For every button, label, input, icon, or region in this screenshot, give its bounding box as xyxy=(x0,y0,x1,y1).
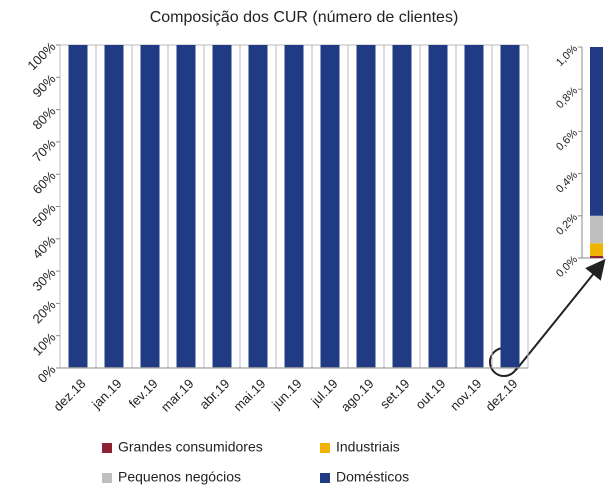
inset-bar-segment xyxy=(590,255,603,258)
x-tick-label: jun.19 xyxy=(268,376,304,412)
inset-y-tick-label: 0,0% xyxy=(554,254,580,280)
bar-segment xyxy=(104,45,124,368)
y-tick-label: 20% xyxy=(30,297,59,326)
x-tick-label: mar.19 xyxy=(158,376,197,415)
zoom-arrow xyxy=(515,258,606,371)
inset-y-tick-label: 0,4% xyxy=(554,169,580,195)
x-tick-label: fev.19 xyxy=(126,376,161,411)
bar-segment xyxy=(212,45,232,368)
legend-swatch xyxy=(320,443,330,453)
y-tick-label: 10% xyxy=(30,329,59,358)
x-tick-label: dez.19 xyxy=(482,376,520,414)
x-tick-label: abr.19 xyxy=(196,376,232,412)
x-tick-label: out.19 xyxy=(412,376,448,412)
y-tick-label: 90% xyxy=(30,71,59,100)
bar-segment xyxy=(356,45,376,368)
x-tick-label: ago.19 xyxy=(338,376,377,415)
legend-swatch xyxy=(102,443,112,453)
inset-y-tick-label: 0,6% xyxy=(554,127,580,153)
y-tick-label: 40% xyxy=(30,232,59,261)
legend-swatch xyxy=(320,473,330,483)
legend-label: Domésticos xyxy=(336,469,409,485)
y-tick-label: 70% xyxy=(30,136,59,165)
x-tick-label: jul.19 xyxy=(307,376,340,409)
inset-y-tick-label: 0,2% xyxy=(554,211,580,237)
x-tick-label: mai.19 xyxy=(230,376,268,414)
y-tick-label: 100% xyxy=(24,39,58,73)
bar-segment xyxy=(320,45,340,368)
bar-segment xyxy=(428,45,448,368)
y-tick-label: 50% xyxy=(30,200,59,229)
inset-bar xyxy=(590,47,603,258)
y-tick-label: 60% xyxy=(30,168,59,197)
inset-bar-segment xyxy=(590,243,603,256)
y-tick-label: 80% xyxy=(30,103,59,132)
y-tick-label: 0% xyxy=(35,362,59,386)
bar-segment xyxy=(500,45,520,368)
bar-segment xyxy=(464,45,484,368)
bar-segment xyxy=(392,45,412,368)
x-tick-label: jan.19 xyxy=(88,376,124,412)
inset-y-tick-label: 0,8% xyxy=(554,85,580,111)
chart-title: Composição dos CUR (número de clientes) xyxy=(150,9,459,26)
legend-label: Industriais xyxy=(336,439,400,455)
y-tick-label: 30% xyxy=(30,265,59,294)
legend-label: Grandes consumidores xyxy=(118,439,263,455)
x-tick-label: set.19 xyxy=(377,376,413,412)
bar-segment xyxy=(176,45,196,368)
inset-y-tick-label: 1,0% xyxy=(554,43,580,69)
x-tick-label: nov.19 xyxy=(447,376,485,414)
x-tick-label: dez.18 xyxy=(50,376,88,414)
bar-segment xyxy=(140,45,160,368)
bar-segment xyxy=(248,45,268,368)
bar-segment xyxy=(284,45,304,368)
legend-label: Pequenos negócios xyxy=(118,469,241,485)
legend-swatch xyxy=(102,473,112,483)
inset-bar-segment xyxy=(590,47,603,216)
inset-bar-segment xyxy=(590,215,603,244)
bar-segment xyxy=(68,45,88,368)
